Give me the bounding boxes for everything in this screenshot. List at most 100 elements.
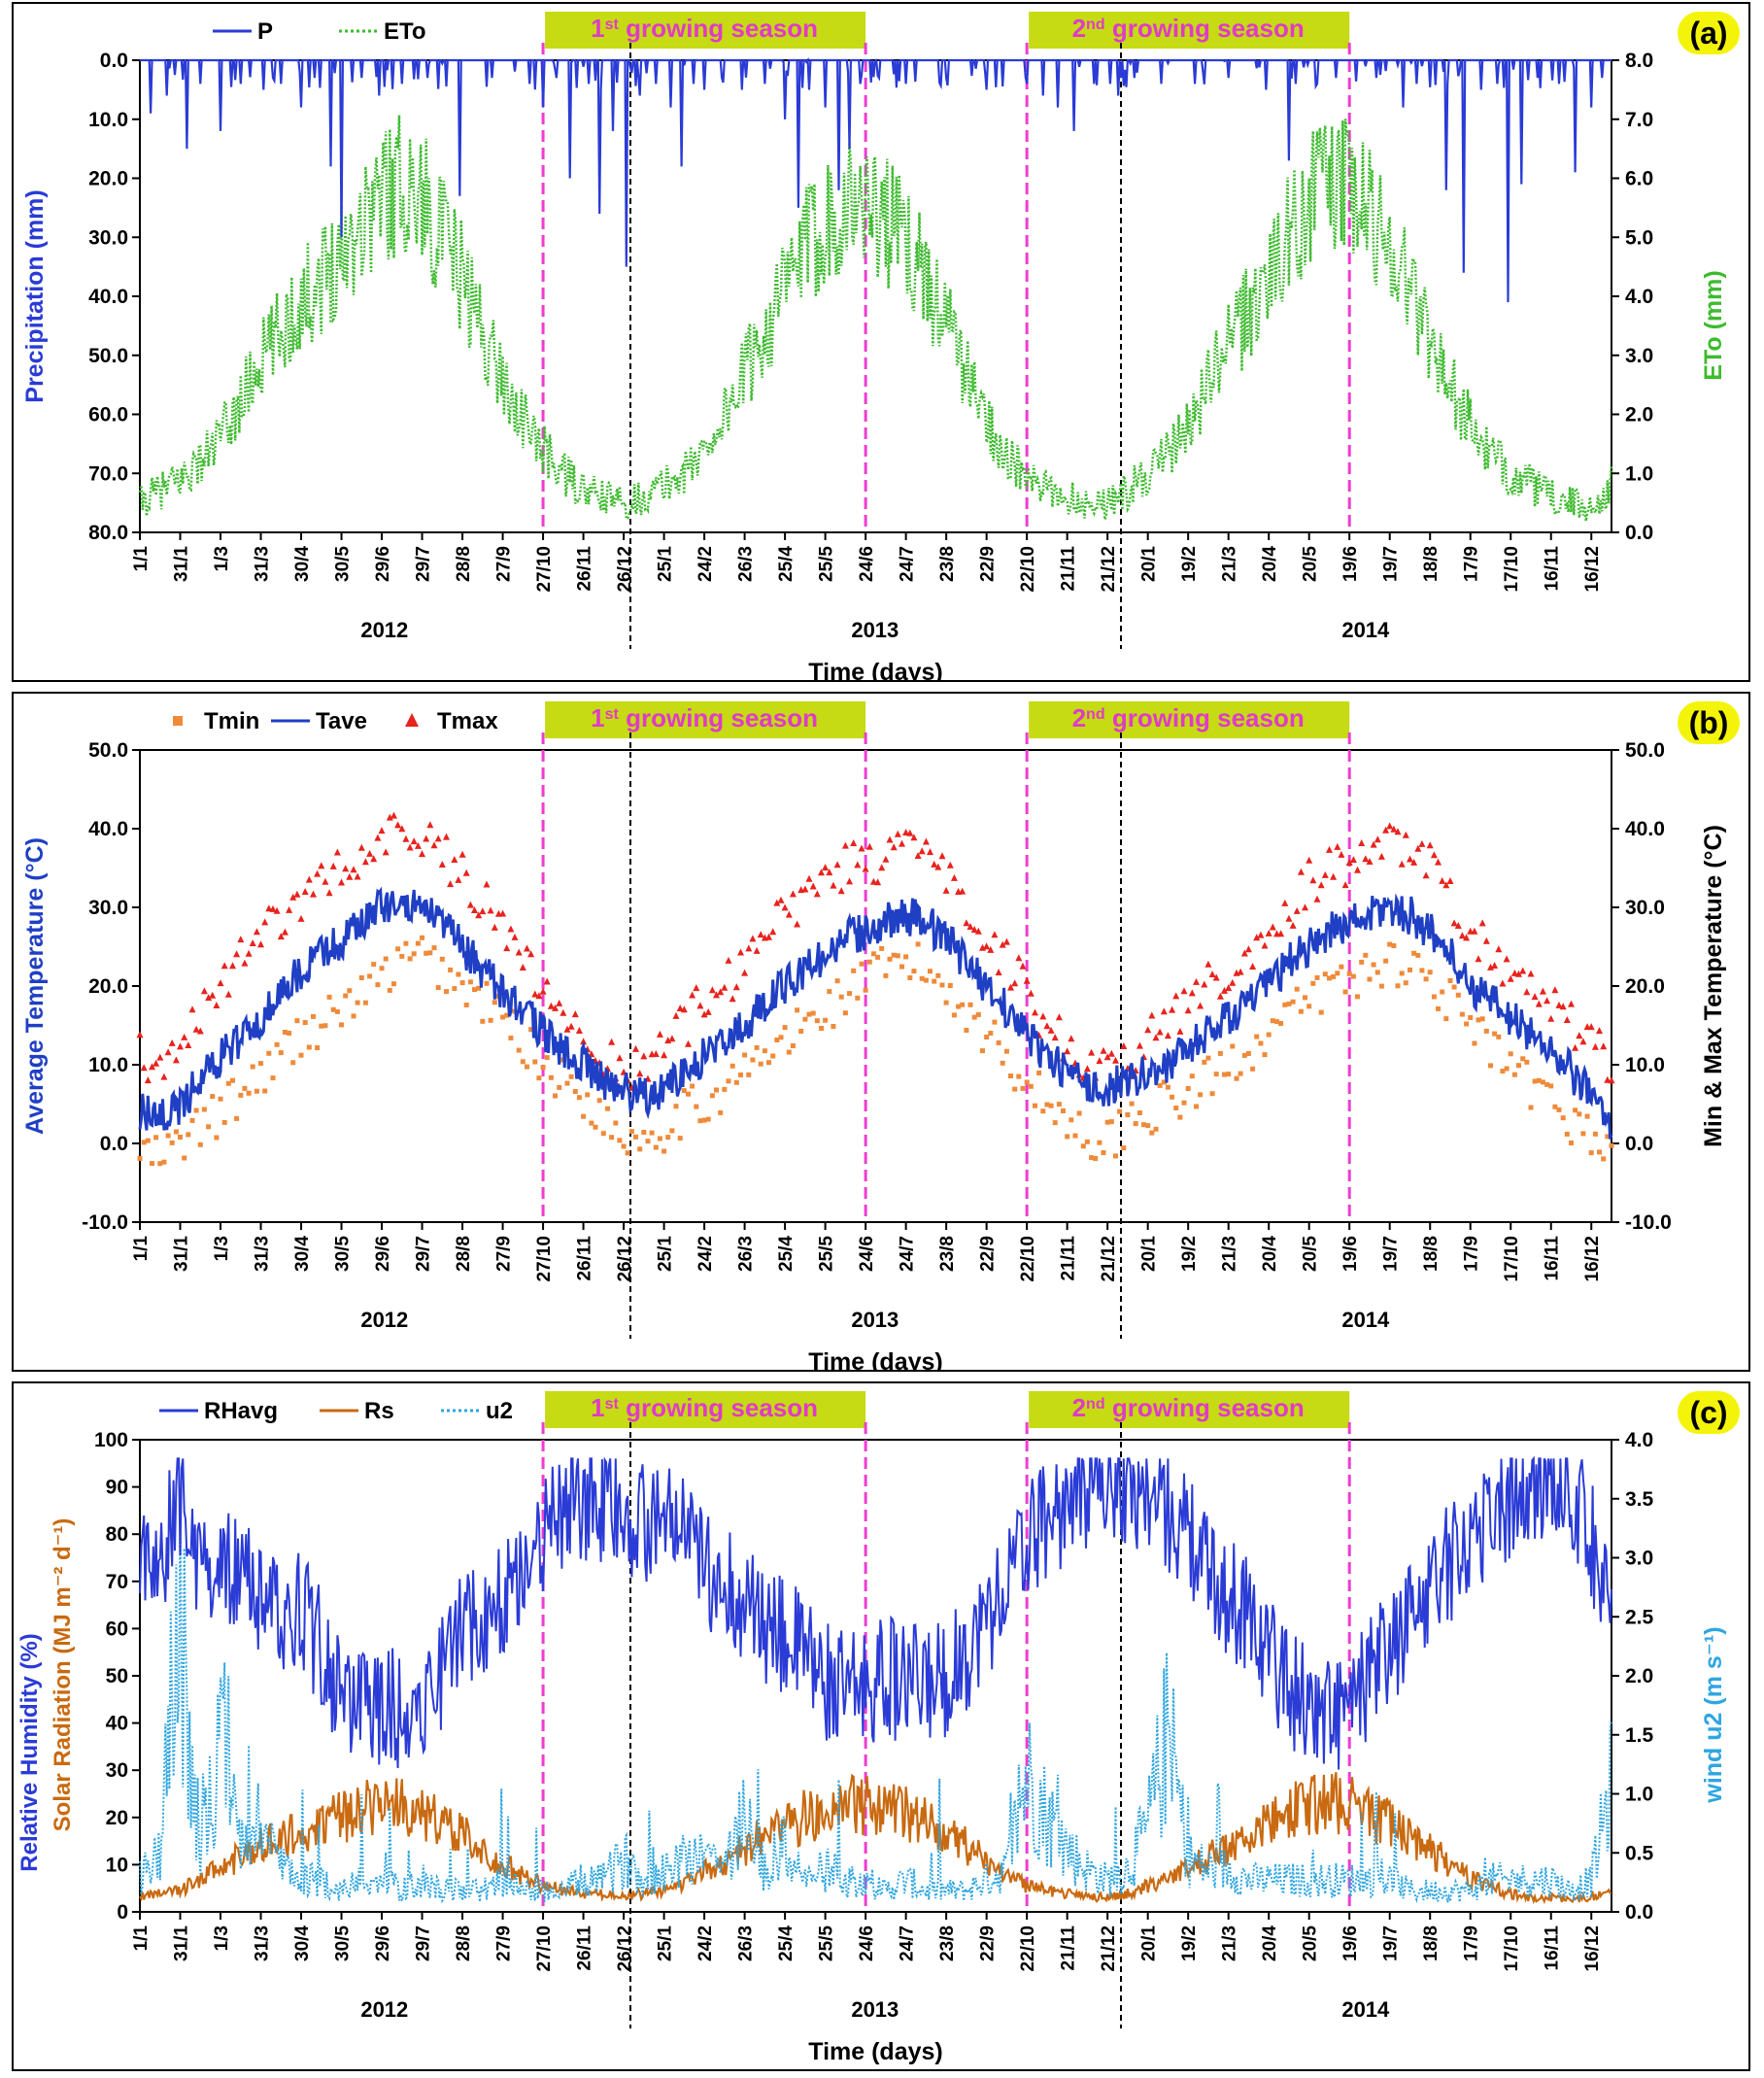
- x-tick-label: 18/8: [1421, 1925, 1442, 1961]
- x-tick-label: 30/4: [292, 1236, 313, 1272]
- tmax-point: [846, 877, 853, 885]
- tmin-point: [548, 1074, 554, 1080]
- legend-item: P: [213, 18, 273, 45]
- tmin-point: [613, 1120, 619, 1126]
- tmax-point: [1600, 1042, 1608, 1050]
- x-tick-label: 24/6: [857, 1925, 877, 1961]
- tmax-point: [1002, 937, 1010, 945]
- y-tick-label: 50.0: [88, 739, 128, 762]
- tmax-point: [160, 1073, 168, 1080]
- tmax-point: [1539, 987, 1546, 995]
- x-tick-label: 20/1: [1139, 1236, 1160, 1272]
- tmax-point: [1152, 1034, 1160, 1041]
- tmin-point: [278, 1050, 284, 1056]
- legend-item: Tave: [271, 708, 367, 734]
- tmin-point: [1234, 1075, 1239, 1081]
- tmin-point: [452, 986, 458, 992]
- tmax-point: [1535, 1000, 1543, 1007]
- x-tick-label: 20/4: [1260, 1925, 1280, 1961]
- tmax-point: [434, 835, 442, 842]
- tmin-point: [500, 1014, 506, 1020]
- tmax-point: [640, 1052, 648, 1060]
- x-tick-label: 30/4: [292, 546, 313, 582]
- tmin-point: [1459, 1011, 1465, 1017]
- x-tick-label: 17/9: [1462, 1236, 1482, 1272]
- x-tick-label: 21/11: [1059, 1925, 1079, 1971]
- panel-a: 1st growing season 2nd growing season (a) 1…: [12, 2, 1750, 682]
- season-label-box: [1029, 12, 1350, 49]
- tmin-point: [975, 1011, 981, 1017]
- tmax-point: [822, 864, 830, 871]
- tmin-point: [1044, 1102, 1050, 1107]
- legend-label: Rs: [364, 1398, 394, 1424]
- x-tick-label: 31/1: [172, 1236, 192, 1272]
- tmin-point: [1020, 1085, 1026, 1091]
- y-axis-title: Precipitation (mm): [21, 189, 49, 402]
- tmax-point: [1306, 856, 1313, 864]
- tmin-point: [1117, 1108, 1123, 1114]
- x-tick-label: 17/10: [1502, 1925, 1522, 1972]
- tmin-point: [750, 1057, 756, 1063]
- x-tick-label: 1/1: [131, 546, 152, 572]
- tmin-point: [1483, 1028, 1489, 1034]
- tmin-point: [1125, 1112, 1131, 1117]
- tmax-point: [1426, 841, 1434, 849]
- tmax-point: [305, 875, 313, 883]
- x-tick-label: 30/5: [333, 546, 354, 582]
- tmin-point: [201, 1107, 207, 1112]
- x-tick-label: 19/6: [1340, 1925, 1361, 1961]
- tmin-point: [258, 1061, 263, 1067]
- tmax-point: [809, 882, 817, 890]
- tmin-point: [250, 1064, 255, 1070]
- y-tick-label: 30.0: [88, 226, 128, 249]
- tmax-point: [213, 1002, 220, 1008]
- tmin-point: [266, 1050, 272, 1056]
- tmin-point: [290, 1060, 296, 1066]
- tmin-point: [733, 1079, 739, 1085]
- tmin-point: [1447, 978, 1453, 983]
- tmin-point: [315, 1045, 321, 1050]
- tmin-point: [883, 972, 889, 978]
- tmin-point: [935, 972, 941, 978]
- tmin-point: [145, 1138, 151, 1143]
- tmax-point: [366, 849, 374, 857]
- tmax-point: [1330, 872, 1338, 880]
- x-tick-label: 22/10: [1018, 1236, 1038, 1282]
- tmax-point: [458, 850, 466, 858]
- x-tick-label: 25/4: [776, 1925, 797, 1961]
- tmax-point: [970, 926, 978, 933]
- tmax-point: [959, 887, 967, 895]
- tmax-point: [616, 1054, 624, 1062]
- y-tick-label: 0.0: [100, 50, 128, 72]
- tmax-point: [974, 927, 982, 935]
- tmin-point: [1556, 1107, 1562, 1112]
- tmax-point: [1032, 1008, 1038, 1016]
- tmin-point: [459, 980, 465, 986]
- tmax-point: [794, 920, 801, 928]
- legend-item: Rs: [320, 1398, 394, 1424]
- season-label: 1st growing season: [591, 1393, 818, 1422]
- tmax-point: [1402, 831, 1409, 838]
- x-tick-label: 29/7: [414, 546, 434, 582]
- tmax-point: [447, 880, 455, 888]
- tmin-point: [1408, 967, 1412, 972]
- tmin-point: [351, 1013, 356, 1019]
- tmax-point: [991, 931, 999, 938]
- y-tick-label: 20.0: [88, 975, 128, 998]
- x-tick-label: 26/11: [575, 546, 595, 592]
- tmin-point: [1496, 1034, 1502, 1039]
- tmax-point: [1269, 923, 1276, 931]
- x-tick-label: 25/5: [817, 1236, 837, 1272]
- x-tick-label: 31/1: [172, 1925, 192, 1961]
- tmin-point: [1084, 1139, 1090, 1144]
- tmin-point: [1548, 1083, 1554, 1089]
- tmin-point: [169, 1140, 175, 1145]
- tmax-point: [854, 861, 862, 869]
- y2-tick-label: 3.0: [1625, 1548, 1653, 1570]
- y2-tick-label: 0.0: [1625, 1133, 1653, 1155]
- tmax-point: [1435, 858, 1442, 866]
- tmin-point: [1177, 1114, 1183, 1120]
- tmin-point: [375, 982, 381, 988]
- tmin-point: [971, 1014, 977, 1020]
- tmin-point: [1592, 1131, 1598, 1137]
